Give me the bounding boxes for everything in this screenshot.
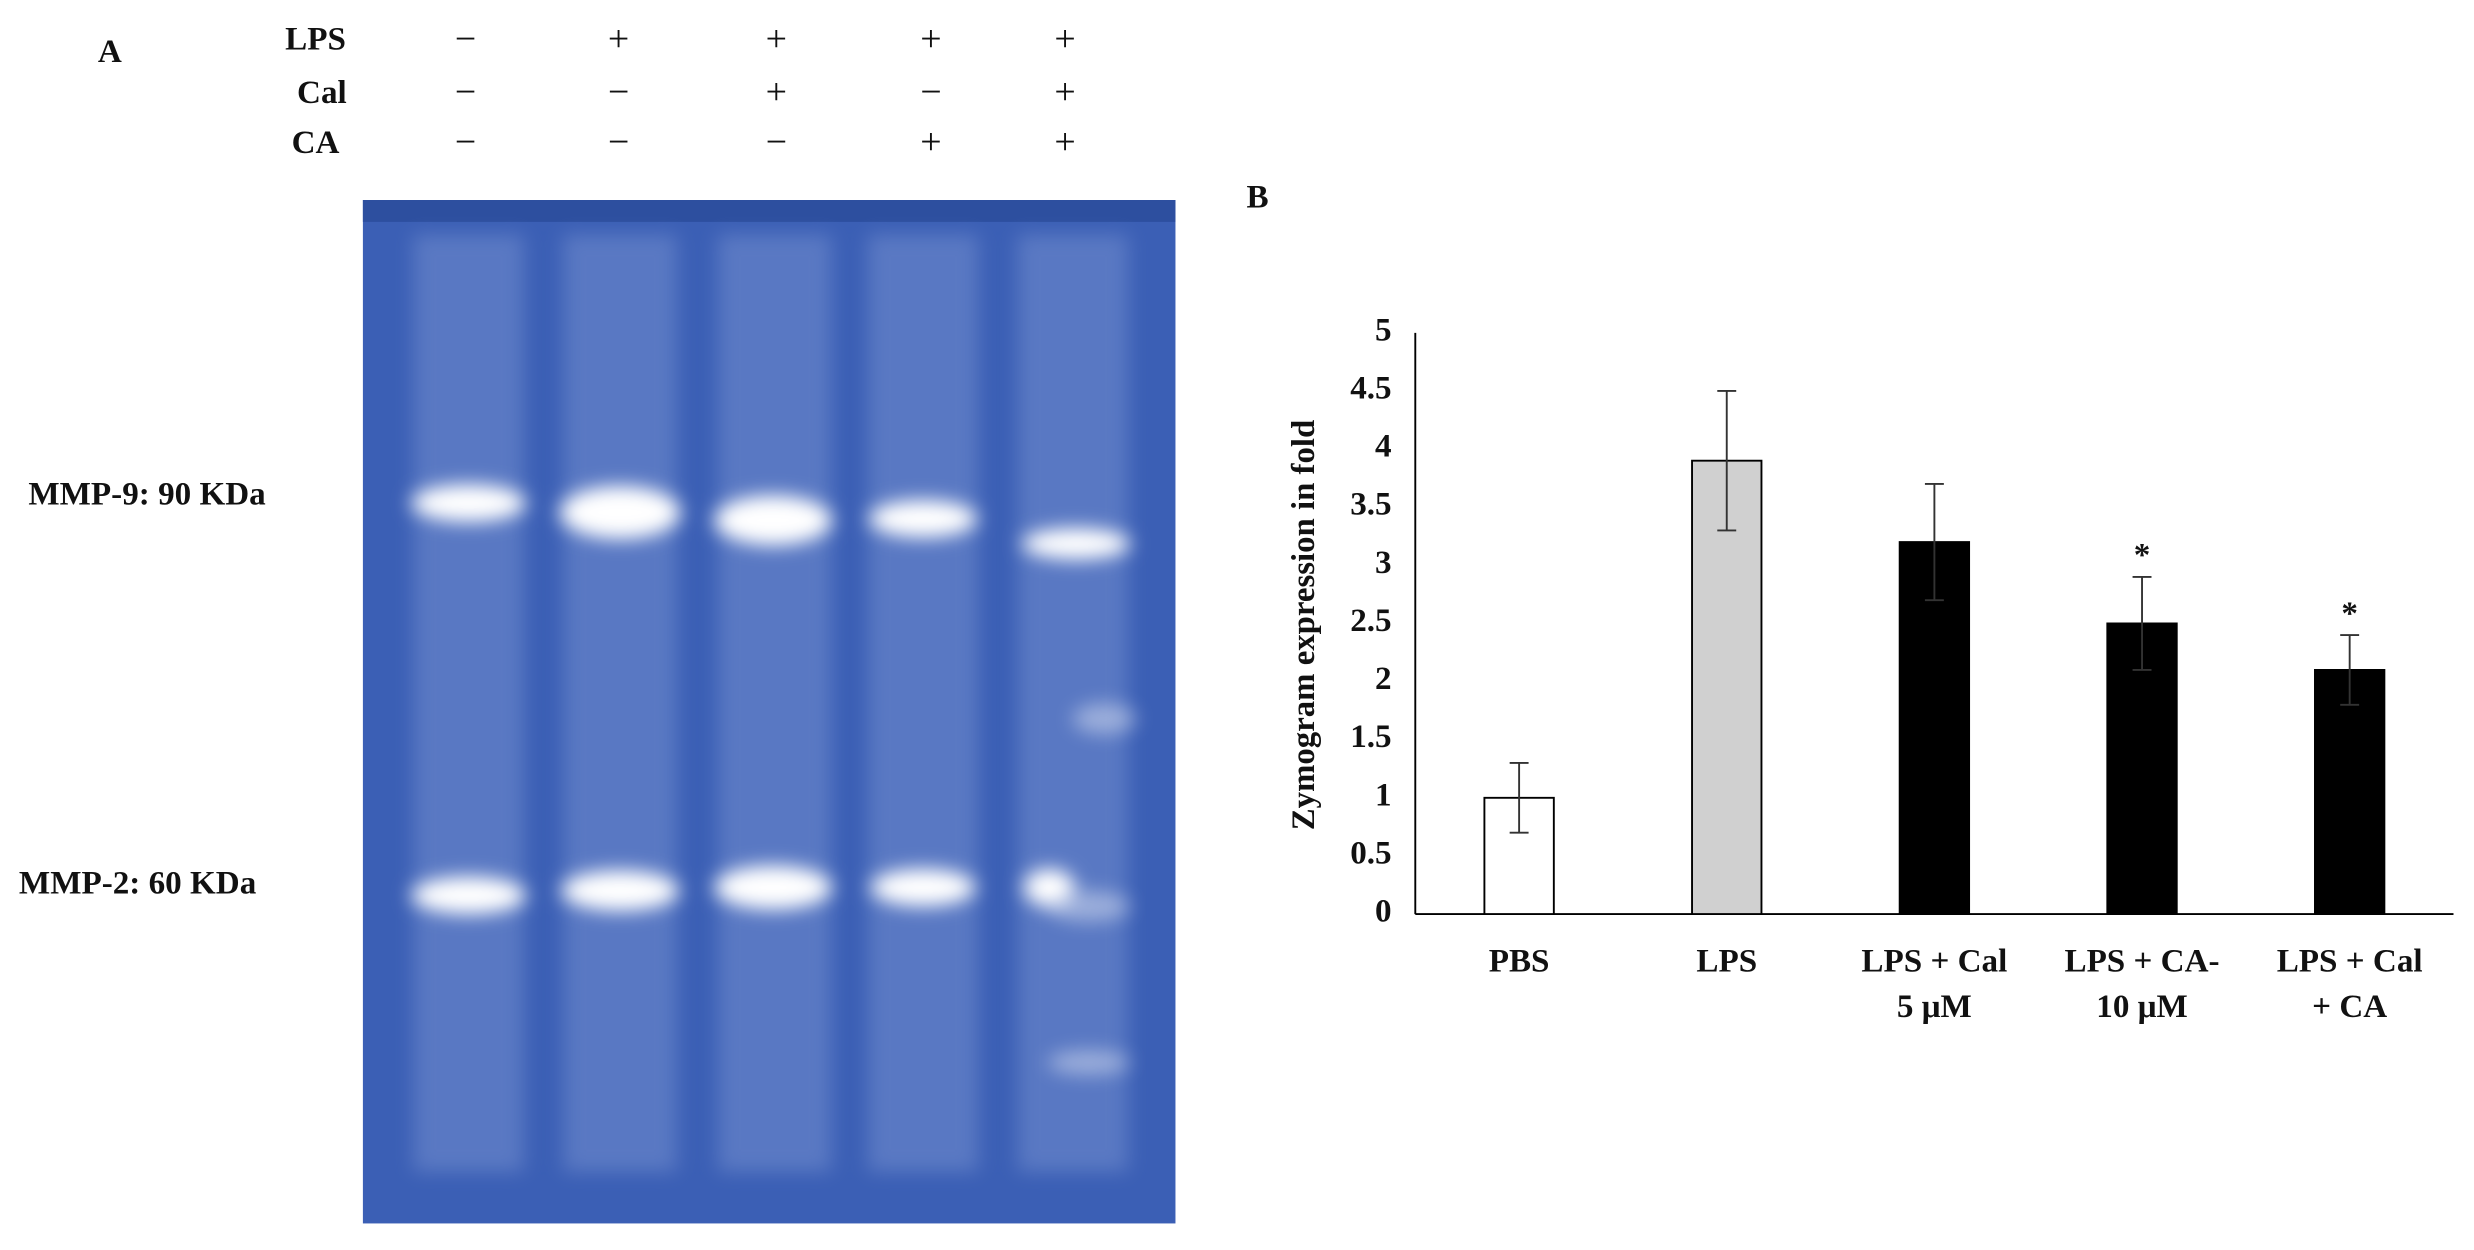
x-tick-label: LPS + CA- [2064,944,2219,980]
treatment-sign: + [1054,71,1075,113]
treatment-sign: + [766,18,787,60]
treatment-sign: + [766,71,787,113]
treatment-sign: − [455,121,476,163]
x-tick-label: LPS + Cal [2277,944,2423,980]
treatment-sign: + [920,18,941,60]
bar [1691,459,1763,915]
significance-marker: * [2134,538,2151,574]
y-tick-label: 3.5 [1350,487,1391,523]
treatment-sign: + [920,121,941,163]
y-tick-label: 1.5 [1350,719,1391,755]
treatment-sign: − [608,71,629,113]
y-tick-label: 2.5 [1350,603,1391,639]
treatment-sign: − [766,121,787,163]
panel-label: A [98,34,122,70]
y-tick-label: 1 [1375,777,1392,813]
y-tick-label: 0 [1375,894,1392,930]
gel-image [362,200,1176,1224]
y-tick-label: 5 [1375,312,1392,348]
treatment-sign: − [455,18,476,60]
band-label: MMP-2: 60 KDa [19,866,256,902]
treatment-label: CA [292,125,340,161]
x-tick-label: 5 μM [1897,989,1972,1025]
band-label: MMP-9: 90 KDa [28,477,265,513]
treatment-sign: − [608,121,629,163]
y-tick-label: 4.5 [1350,371,1391,407]
treatment-sign: − [920,71,941,113]
x-tick-label: LPS [1696,944,1757,980]
treatment-sign: + [608,18,629,60]
bar [2314,669,2386,916]
bar [2106,622,2178,915]
y-tick-label: 0.5 [1350,836,1391,872]
bar [1898,541,1971,916]
treatment-label: LPS [285,22,346,58]
y-tick-label: 3 [1375,545,1392,581]
y-tick-label: 4 [1375,429,1392,465]
x-tick-label: 10 μM [2096,989,2187,1025]
x-tick-label: + CA [2312,989,2387,1025]
treatment-sign: + [1054,121,1075,163]
treatment-sign: − [455,71,476,113]
treatment-sign: + [1054,18,1075,60]
panel-label: B [1246,180,1268,216]
significance-marker: * [2341,596,2358,632]
x-tick-label: LPS + Cal [1861,944,2007,980]
treatment-label: Cal [297,75,347,111]
y-axis-title: Zymogram expression in fold [1286,420,1322,830]
x-tick-label: PBS [1489,944,1550,980]
y-tick-label: 2 [1375,661,1392,697]
